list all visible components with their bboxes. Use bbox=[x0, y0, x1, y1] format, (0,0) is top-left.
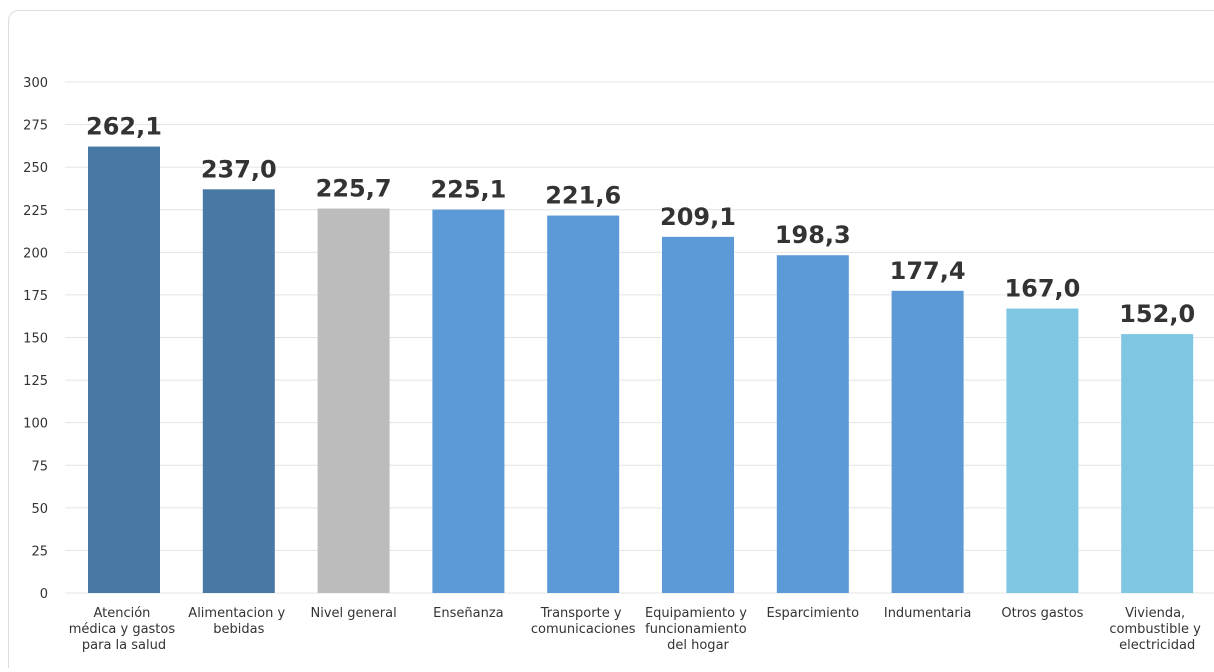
x-tick-label: Enseñanza bbox=[433, 606, 503, 621]
y-tick-label: 200 bbox=[23, 246, 48, 261]
label-line: comunicaciones bbox=[531, 622, 636, 637]
bar bbox=[432, 210, 504, 593]
chart: 0 25 50 75 100 125 150 175 200 225 250 275 300 262,1 A… bbox=[0, 0, 1214, 668]
bar bbox=[203, 189, 275, 593]
y-tick-label: 150 bbox=[23, 332, 48, 347]
label-line: Esparcimiento bbox=[767, 606, 860, 621]
label-line: Vivienda, bbox=[1125, 606, 1189, 621]
value-label: 209,1 bbox=[660, 203, 736, 231]
label-line: Otros gastos bbox=[1001, 606, 1083, 621]
x-tick-label: Transporte y comunicaciones bbox=[531, 606, 636, 637]
label-line: médica y gastos bbox=[69, 622, 180, 637]
y-tick-label: 0 bbox=[40, 587, 48, 602]
value-label: 177,4 bbox=[890, 257, 966, 285]
bar bbox=[88, 147, 160, 593]
label-line: Transporte y bbox=[540, 606, 626, 621]
label-line: Indumentaria bbox=[884, 606, 971, 621]
bar bbox=[1006, 309, 1078, 593]
y-tick-label: 100 bbox=[23, 417, 48, 432]
value-label: 152,0 bbox=[1119, 300, 1195, 328]
x-tick-label: Esparcimiento bbox=[767, 606, 860, 621]
page: 0 25 50 75 100 125 150 175 200 225 250 275 300 262,1 A… bbox=[0, 0, 1214, 668]
value-label: 198,3 bbox=[775, 221, 851, 249]
y-tick-label: 50 bbox=[31, 502, 48, 517]
value-label: 237,0 bbox=[201, 155, 277, 183]
y-tick-label: 75 bbox=[31, 459, 48, 474]
y-tick-label: 250 bbox=[23, 161, 48, 176]
y-tick-label: 275 bbox=[23, 119, 48, 134]
x-tick-label: Nivel general bbox=[311, 606, 397, 621]
label-line: Enseñanza bbox=[433, 606, 503, 621]
bar bbox=[318, 209, 390, 593]
y-tick-label: 25 bbox=[31, 544, 48, 559]
value-label: 167,0 bbox=[1004, 275, 1080, 303]
bar bbox=[547, 216, 619, 593]
label-line: funcionamiento bbox=[645, 622, 751, 637]
bar bbox=[777, 255, 849, 593]
y-tick-label: 300 bbox=[23, 76, 48, 91]
label-line: Nivel general bbox=[311, 606, 397, 621]
bar bbox=[1121, 334, 1193, 593]
value-label: 225,1 bbox=[430, 176, 506, 204]
label-line: combustible y bbox=[1109, 622, 1205, 637]
label-line: Atención bbox=[93, 606, 154, 621]
label-line: del hogar bbox=[667, 638, 729, 653]
x-tick-label: Otros gastos bbox=[1001, 606, 1083, 621]
value-label: 225,7 bbox=[316, 175, 392, 203]
bar bbox=[892, 291, 964, 593]
y-tick-label: 125 bbox=[23, 374, 48, 389]
value-label: 221,6 bbox=[545, 182, 621, 210]
label-line: Equipamiento y bbox=[645, 606, 751, 621]
bar bbox=[662, 237, 734, 593]
x-tick-label: Indumentaria bbox=[884, 606, 971, 621]
label-line: para la salud bbox=[82, 638, 166, 653]
label-line: electricidad bbox=[1119, 638, 1195, 653]
y-tick-label: 225 bbox=[23, 204, 48, 219]
label-line: bebidas bbox=[213, 622, 264, 637]
value-label: 262,1 bbox=[86, 113, 162, 141]
y-tick-label: 175 bbox=[23, 289, 48, 304]
label-line: Alimentacion y bbox=[188, 606, 289, 621]
